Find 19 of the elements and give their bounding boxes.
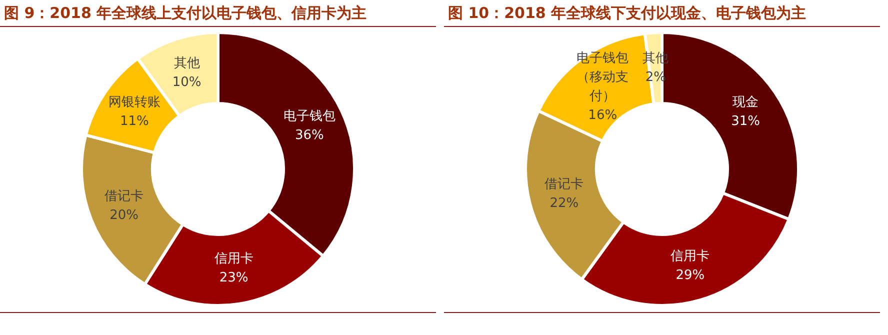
data-label: 23% [219, 270, 248, 286]
data-label: 20% [110, 208, 139, 224]
data-label: 11% [120, 114, 149, 130]
data-label: 10% [172, 74, 202, 90]
data-label: 16% [588, 108, 618, 124]
slice-label: 信用卡 [214, 252, 254, 267]
slice-label: 电子钱包 [283, 108, 336, 124]
slice-label: 信用卡 [670, 248, 710, 264]
chart-title: 图 10：2018 年全球线下支付以现金、电子钱包为主 [444, 0, 880, 27]
slice-label: 网银转账 [108, 95, 160, 110]
slice-label: 其他 [174, 56, 200, 71]
chart-title: 图 9：2018 年全球线上支付以电子钱包、信用卡为主 [0, 0, 436, 27]
data-label: 31% [731, 114, 760, 130]
data-label: 36% [294, 128, 324, 143]
slice-label: 借记卡 [544, 176, 584, 192]
slice-label: 借记卡 [104, 189, 144, 204]
data-label: 29% [676, 268, 705, 283]
data-label: 22% [550, 196, 579, 211]
slice-label: 现金 [732, 95, 759, 110]
